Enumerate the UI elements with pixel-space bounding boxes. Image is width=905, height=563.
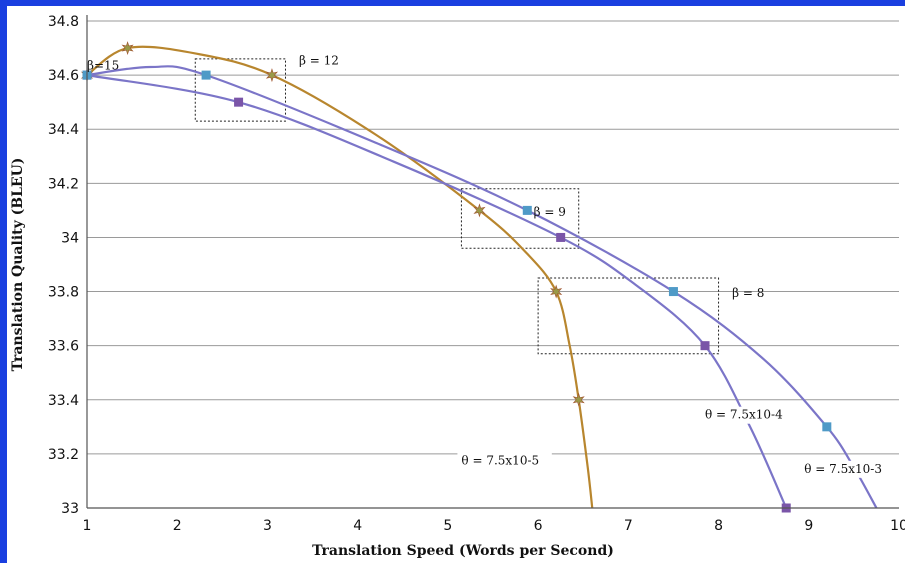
- x-tick-label: 2: [173, 518, 182, 534]
- point-marker-theta-7.5x10-3: [668, 287, 678, 297]
- y-tick-label: 33.8: [48, 285, 79, 301]
- series-lines: [86, 45, 878, 509]
- series-markers: [80, 41, 832, 513]
- label-bg-theta-4: [701, 406, 796, 424]
- y-tick-label: 34.2: [48, 176, 79, 192]
- point-marker-theta-7.5x10-5: [121, 41, 134, 56]
- y-tick-label: 34.4: [48, 122, 79, 138]
- point-marker-theta-7.5x10-5: [265, 68, 278, 83]
- annotation-theta-5: θ = 7.5x10-5: [461, 454, 539, 468]
- annotation-beta-8: β = 8: [732, 286, 764, 300]
- y-tick-label: 34.6: [48, 68, 79, 84]
- y-tick-label: 33: [61, 501, 79, 517]
- x-tick-label: 1: [83, 518, 92, 534]
- point-marker-theta-7.5x10-4: [234, 97, 244, 107]
- x-tick-label: 10: [890, 518, 905, 534]
- annotation-beta-15: β=15: [87, 59, 119, 73]
- point-marker-theta-7.5x10-3: [822, 422, 832, 432]
- y-axis-title: Translation Quality (BLEU): [10, 158, 26, 372]
- point-marker-theta-7.5x10-3: [201, 70, 211, 80]
- point-marker-theta-7.5x10-5: [550, 284, 563, 299]
- x-tick-label: 4: [353, 518, 362, 534]
- gridlines: [87, 20, 899, 455]
- y-tick-label: 33.4: [48, 393, 79, 409]
- point-marker-theta-7.5x10-5: [572, 392, 585, 407]
- y-tick-label: 33.6: [48, 339, 79, 355]
- annotation-theta-3: θ = 7.5x10-3: [804, 462, 882, 476]
- label-bg-theta-3: [800, 460, 895, 478]
- y-tick-label: 33.2: [48, 447, 79, 463]
- annotation-beta-9: β = 9: [534, 205, 566, 219]
- point-marker-theta-7.5x10-4: [556, 232, 566, 242]
- x-tick-label: 7: [624, 518, 633, 534]
- y-tick-label: 34.8: [48, 14, 79, 30]
- label-bg-theta-5: [457, 452, 552, 470]
- series-line-theta-7.5x10-5: [86, 45, 594, 509]
- point-marker-theta-7.5x10-3: [522, 205, 532, 215]
- beta-boxes: [194, 58, 720, 355]
- annotations: β=15 β = 12 β = 9 β = 8 θ = 7.5x10-5 θ = 7.5x…: [87, 53, 895, 478]
- y-tick-label: 34: [61, 230, 79, 246]
- box-beta-8: [537, 277, 720, 355]
- x-tick-label: 6: [534, 518, 543, 534]
- annotation-beta-12: β = 12: [299, 53, 339, 67]
- box-beta-12: [194, 58, 286, 122]
- point-marker-theta-7.5x10-5: [473, 203, 486, 218]
- x-axis-title: Translation Speed (Words per Second): [312, 543, 614, 559]
- point-marker-theta-7.5x10-4: [700, 341, 710, 351]
- annotation-theta-4: θ = 7.5x10-4: [705, 408, 783, 422]
- x-tick-label: 5: [443, 518, 452, 534]
- x-tick-label: 3: [263, 518, 272, 534]
- x-tick-label: 8: [714, 518, 723, 534]
- x-tick-label: 9: [804, 518, 813, 534]
